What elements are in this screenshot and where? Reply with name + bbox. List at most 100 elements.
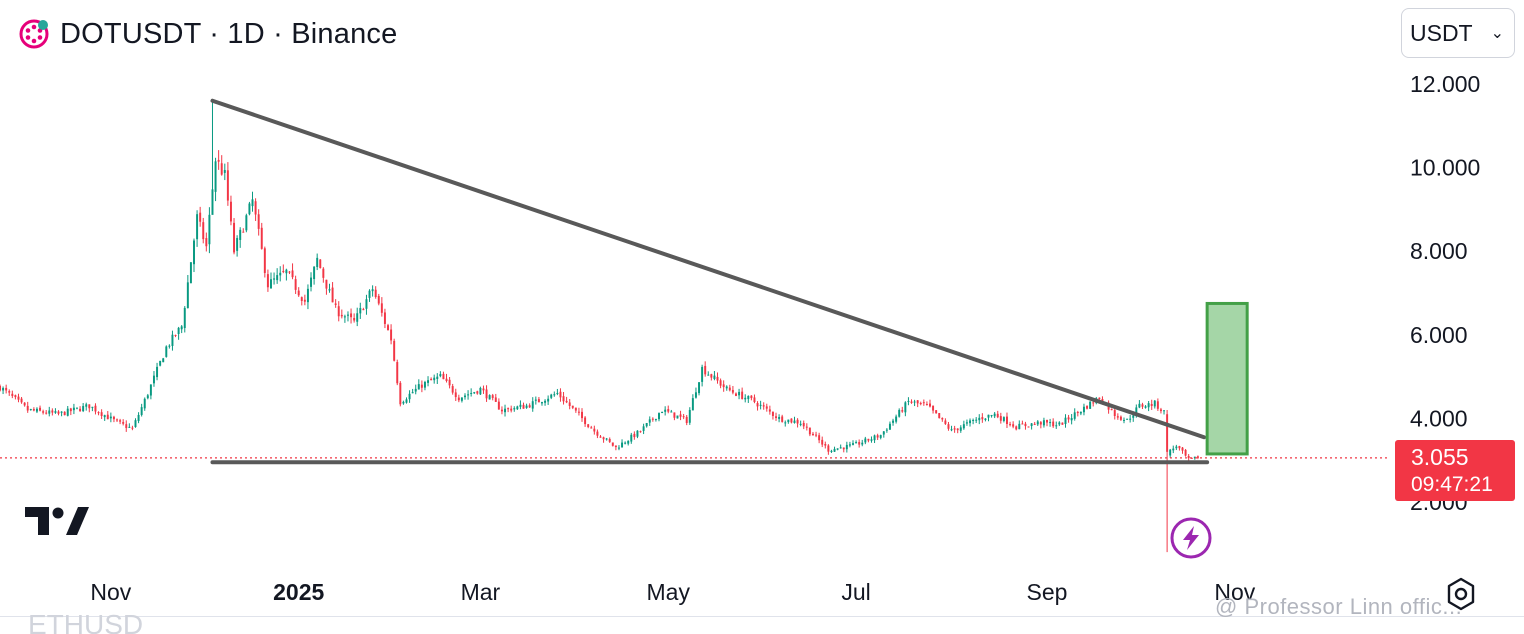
candle <box>885 428 888 433</box>
candle-body <box>1058 422 1061 425</box>
candle <box>682 413 685 420</box>
candle <box>159 360 162 367</box>
candle-body <box>1098 397 1101 400</box>
candle <box>602 436 605 443</box>
candles-layer <box>0 100 1199 553</box>
candle-body <box>63 411 66 416</box>
candle <box>1119 415 1122 421</box>
candle-body <box>1132 415 1135 418</box>
candle-body <box>371 289 374 292</box>
candle-body <box>999 416 1002 421</box>
candle <box>913 399 916 407</box>
candle-body <box>420 384 423 388</box>
candle <box>941 417 944 422</box>
candle <box>356 307 359 327</box>
candle <box>91 406 94 412</box>
candle <box>211 100 214 215</box>
candle <box>177 326 180 340</box>
candle-body <box>393 340 396 361</box>
candle-body <box>1181 447 1184 451</box>
candle <box>852 440 854 446</box>
candle <box>617 445 620 451</box>
lightning-bolt-icon[interactable] <box>1169 516 1213 560</box>
candle-body <box>128 426 131 428</box>
candle <box>380 297 383 317</box>
candle <box>784 420 787 427</box>
polkadot-logo-icon <box>19 19 49 49</box>
candle-body <box>260 227 263 249</box>
candle-body <box>448 379 451 386</box>
candle <box>1193 456 1196 460</box>
candle-body <box>103 415 106 418</box>
candle-body <box>399 382 402 405</box>
candle-body <box>211 189 214 215</box>
candle <box>1076 410 1079 417</box>
candle-body <box>916 400 919 404</box>
candle <box>550 393 553 400</box>
currency-selector[interactable]: USDT ⌄ <box>1401 8 1515 58</box>
candle <box>1030 423 1033 430</box>
candle <box>396 359 399 386</box>
candle-body <box>784 422 787 424</box>
candle-body <box>981 417 984 420</box>
candle <box>442 371 445 380</box>
candle-body <box>901 410 904 412</box>
candle <box>316 253 319 271</box>
candle-body <box>464 395 466 398</box>
candle <box>842 447 845 453</box>
candle-body <box>427 380 430 383</box>
candle-body <box>688 409 691 423</box>
next-symbol-peek[interactable]: ETHUSD <box>28 610 144 634</box>
candle-body <box>350 313 353 318</box>
candle <box>544 399 547 406</box>
candle <box>186 275 189 309</box>
candle-body <box>624 442 627 444</box>
candle-body <box>691 398 694 411</box>
candle-body <box>556 392 559 394</box>
candle <box>1064 414 1067 428</box>
candle <box>799 420 802 427</box>
candle-body <box>1169 449 1172 456</box>
candle-body <box>316 257 319 267</box>
candle-body <box>482 388 485 391</box>
candle-body <box>528 405 531 408</box>
candle <box>353 313 356 323</box>
candle-body <box>642 426 645 431</box>
candle-body <box>716 376 719 381</box>
candle-body <box>214 161 217 192</box>
symbol-title[interactable]: DOTUSDT · 1D · Binance <box>60 17 398 50</box>
candle-body <box>1163 410 1166 412</box>
candle <box>300 296 303 306</box>
candle <box>88 404 91 413</box>
candle <box>1156 398 1159 411</box>
candle-body <box>658 413 660 420</box>
candle <box>208 207 211 254</box>
candle-body <box>633 433 636 438</box>
candle <box>374 286 377 299</box>
candle-body <box>513 408 516 410</box>
candle-body <box>32 409 35 411</box>
last-price-value: 3.055 <box>1411 444 1469 470</box>
candle-body <box>821 439 824 445</box>
candle <box>830 449 833 453</box>
candle-body <box>288 271 291 273</box>
candle <box>174 334 177 338</box>
settings-gear-icon[interactable] <box>1443 576 1479 612</box>
candle <box>1159 407 1162 414</box>
candle-body <box>251 199 254 207</box>
candle <box>479 386 482 396</box>
candle <box>414 384 417 395</box>
candle <box>63 411 66 416</box>
candle-body <box>1042 420 1045 426</box>
candle <box>393 338 396 362</box>
candle-body <box>670 411 673 413</box>
candle-body <box>547 398 550 402</box>
candle <box>944 418 947 425</box>
candle <box>223 163 226 181</box>
tradingview-logo-icon[interactable] <box>25 504 89 538</box>
candle <box>76 407 78 410</box>
candle-body <box>1027 426 1030 428</box>
candle-body <box>848 444 851 446</box>
candle <box>1067 414 1070 423</box>
